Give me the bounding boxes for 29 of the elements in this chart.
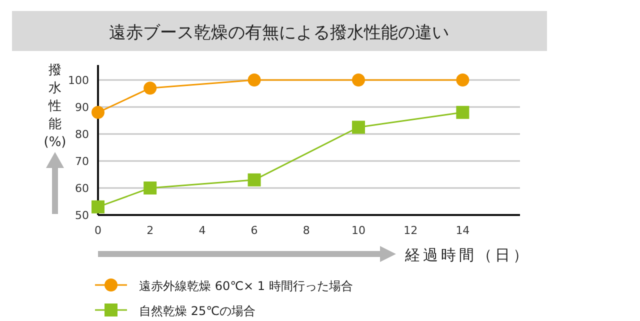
point [352,74,365,86]
y-tick-label: 90 [75,101,89,114]
y-tick-label: 60 [75,182,89,195]
x-tick-label: 4 [198,224,206,237]
y-tick-label: 100 [68,74,89,87]
x-axis-title: 経過時間（日） [404,246,531,264]
y-axis-title: 撥水性能(%) [44,63,66,150]
y-tick-label: 80 [75,128,89,141]
point [92,106,104,119]
point [248,173,261,186]
chart-title: 遠赤ブース乾燥の有無による撥水性能の違い [109,23,449,43]
point [456,74,470,86]
point [144,182,157,194]
y-tick-label: 50 [75,209,89,222]
x-tick-label: 14 [456,224,470,237]
point [352,120,365,134]
point [92,200,104,214]
x-tick-label: 12 [404,224,418,237]
point [456,106,470,119]
point [144,82,157,95]
x-tick-label: 0 [94,224,102,237]
legend-label: 遠赤外線乾燥 60℃× 1 時間行った場合 [139,279,353,293]
x-tick-label: 6 [250,224,258,237]
point [248,74,261,86]
x-tick-label: 8 [302,224,310,237]
x-tick-label: 2 [146,224,154,237]
y-tick-label: 70 [75,155,89,168]
legend-label: 自然乾燥 25℃の場合 [139,304,256,318]
x-tick-label: 10 [351,224,366,237]
